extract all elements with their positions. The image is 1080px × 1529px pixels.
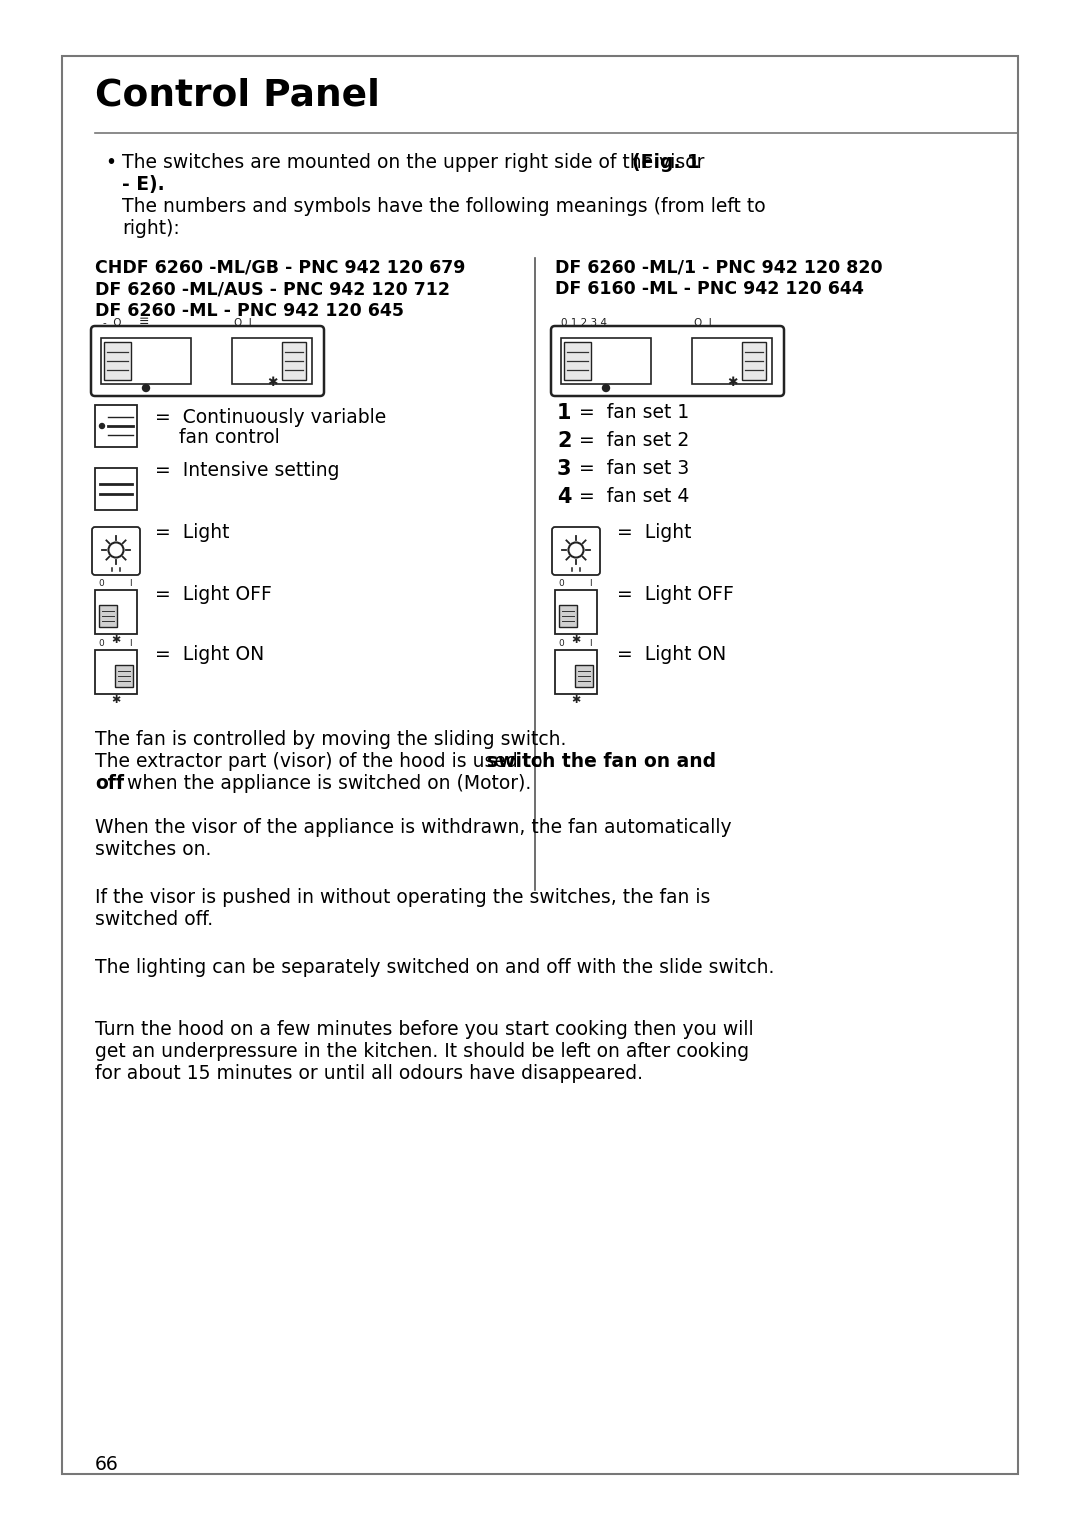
Text: ✱: ✱ xyxy=(111,696,121,705)
Text: 0: 0 xyxy=(558,639,564,648)
Bar xyxy=(559,605,578,627)
Bar xyxy=(95,468,137,511)
Bar xyxy=(692,338,772,384)
Text: 1: 1 xyxy=(557,404,571,424)
Text: ✱: ✱ xyxy=(267,376,278,388)
Text: - E).: - E). xyxy=(122,174,164,194)
Text: -  O: - O xyxy=(103,318,121,329)
Text: ✱: ✱ xyxy=(571,635,581,645)
Text: When the visor of the appliance is withdrawn, the fan automatically: When the visor of the appliance is withd… xyxy=(95,818,731,836)
Text: switched off.: switched off. xyxy=(95,910,213,930)
Circle shape xyxy=(99,424,105,428)
Bar xyxy=(555,590,597,635)
Text: =  fan set 2: = fan set 2 xyxy=(579,431,689,450)
Text: I: I xyxy=(590,579,592,589)
Text: Turn the hood on a few minutes before you start cooking then you will: Turn the hood on a few minutes before yo… xyxy=(95,1020,754,1040)
Bar xyxy=(95,590,137,635)
Bar xyxy=(564,342,591,381)
Text: for about 15 minutes or until all odours have disappeared.: for about 15 minutes or until all odours… xyxy=(95,1064,643,1083)
Text: =  fan set 4: = fan set 4 xyxy=(579,488,689,506)
Text: 0: 0 xyxy=(558,579,564,589)
Text: 0 1 2 3 4: 0 1 2 3 4 xyxy=(561,318,607,329)
Bar xyxy=(742,342,766,381)
Text: I: I xyxy=(130,639,132,648)
Text: ✱: ✱ xyxy=(571,696,581,705)
FancyBboxPatch shape xyxy=(92,528,140,575)
Text: ✱: ✱ xyxy=(111,635,121,645)
Bar xyxy=(114,665,133,687)
Text: =  Light OFF: = Light OFF xyxy=(617,586,734,604)
FancyBboxPatch shape xyxy=(91,326,324,396)
Text: =  Intensive setting: = Intensive setting xyxy=(156,462,339,480)
Text: The switches are mounted on the upper right side of the visor: The switches are mounted on the upper ri… xyxy=(122,153,711,171)
Bar xyxy=(95,405,137,446)
Bar xyxy=(102,338,191,384)
Bar xyxy=(561,338,651,384)
FancyBboxPatch shape xyxy=(62,57,1018,1474)
Text: 66: 66 xyxy=(95,1456,119,1474)
Text: fan control: fan control xyxy=(156,428,280,446)
Bar xyxy=(95,650,137,694)
Text: (Fig. 1: (Fig. 1 xyxy=(632,153,700,171)
Text: If the visor is pushed in without operating the switches, the fan is: If the visor is pushed in without operat… xyxy=(95,888,711,907)
Text: 0: 0 xyxy=(98,579,104,589)
Bar xyxy=(555,650,597,694)
Text: The numbers and symbols have the following meanings (from left to: The numbers and symbols have the followi… xyxy=(122,197,766,216)
Text: 4: 4 xyxy=(557,488,571,508)
Bar xyxy=(575,665,593,687)
Text: =  Continuously variable: = Continuously variable xyxy=(156,408,387,427)
Text: ✱: ✱ xyxy=(727,376,738,388)
Text: CHDF 6260 -ML/GB - PNC 942 120 679: CHDF 6260 -ML/GB - PNC 942 120 679 xyxy=(95,258,465,277)
Text: I: I xyxy=(130,579,132,589)
Bar xyxy=(99,605,118,627)
Text: =  Light ON: = Light ON xyxy=(156,645,265,664)
Circle shape xyxy=(143,384,149,391)
Text: =  Light OFF: = Light OFF xyxy=(156,586,272,604)
Bar xyxy=(282,342,306,381)
Circle shape xyxy=(603,384,609,391)
Text: O  I: O I xyxy=(694,318,712,329)
Text: The lighting can be separately switched on and off with the slide switch.: The lighting can be separately switched … xyxy=(95,959,774,977)
Text: DF 6260 -ML/AUS - PNC 942 120 712: DF 6260 -ML/AUS - PNC 942 120 712 xyxy=(95,280,450,298)
Text: Control Panel: Control Panel xyxy=(95,78,380,115)
Text: switches on.: switches on. xyxy=(95,839,212,859)
Text: right):: right): xyxy=(122,219,179,239)
Text: =  fan set 3: = fan set 3 xyxy=(579,459,689,479)
Text: DF 6260 -ML - PNC 942 120 645: DF 6260 -ML - PNC 942 120 645 xyxy=(95,303,404,320)
Text: 2: 2 xyxy=(557,431,571,451)
Text: ≡: ≡ xyxy=(139,315,149,329)
FancyBboxPatch shape xyxy=(551,326,784,396)
Bar xyxy=(232,338,312,384)
Text: 0: 0 xyxy=(98,639,104,648)
Text: DF 6160 -ML - PNC 942 120 644: DF 6160 -ML - PNC 942 120 644 xyxy=(555,280,864,298)
Text: when the appliance is switched on (Motor).: when the appliance is switched on (Motor… xyxy=(121,774,531,794)
Text: The fan is controlled by moving the sliding switch.: The fan is controlled by moving the slid… xyxy=(95,729,566,749)
Text: DF 6260 -ML/1 - PNC 942 120 820: DF 6260 -ML/1 - PNC 942 120 820 xyxy=(555,258,882,277)
Text: I: I xyxy=(590,639,592,648)
Text: off: off xyxy=(95,774,124,794)
Text: O  I: O I xyxy=(234,318,252,329)
Text: =  Light: = Light xyxy=(617,523,691,541)
Text: 3: 3 xyxy=(557,459,571,479)
Text: =  fan set 1: = fan set 1 xyxy=(579,404,689,422)
Text: =  Light ON: = Light ON xyxy=(617,645,726,664)
Text: switch the fan on and: switch the fan on and xyxy=(487,752,716,771)
Text: •: • xyxy=(105,153,117,171)
Text: get an underpressure in the kitchen. It should be left on after cooking: get an underpressure in the kitchen. It … xyxy=(95,1041,750,1061)
FancyBboxPatch shape xyxy=(552,528,600,575)
Text: =  Light: = Light xyxy=(156,523,229,541)
Bar xyxy=(104,342,131,381)
Text: The extractor part (visor) of the hood is used to: The extractor part (visor) of the hood i… xyxy=(95,752,549,771)
